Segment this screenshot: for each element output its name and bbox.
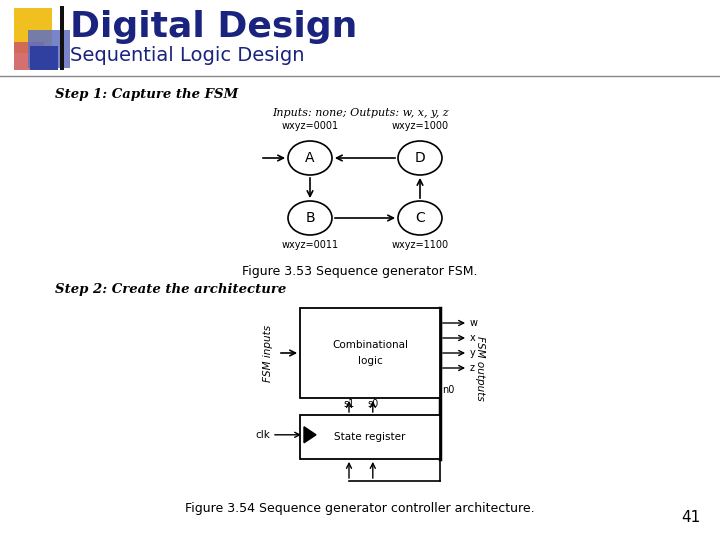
Text: x: x <box>470 333 476 343</box>
Text: Digital Design: Digital Design <box>70 10 357 44</box>
Text: wxyz=1100: wxyz=1100 <box>392 240 449 250</box>
Text: B: B <box>305 211 315 225</box>
Ellipse shape <box>398 201 442 235</box>
Text: Step 2: Create the architecture: Step 2: Create the architecture <box>55 283 287 296</box>
Bar <box>14 42 44 70</box>
Text: 41: 41 <box>680 510 700 525</box>
Text: Figure 3.54 Sequence generator controller architecture.: Figure 3.54 Sequence generator controlle… <box>185 502 535 515</box>
Text: Step 1: Capture the FSM: Step 1: Capture the FSM <box>55 88 238 101</box>
Text: Inputs: none; Outputs: w, x, y, z: Inputs: none; Outputs: w, x, y, z <box>271 108 449 118</box>
Text: State register: State register <box>334 432 405 442</box>
Text: y: y <box>470 348 476 358</box>
Text: Sequential Logic Design: Sequential Logic Design <box>70 46 305 65</box>
Bar <box>300 308 440 398</box>
Text: s1: s1 <box>343 399 355 409</box>
Ellipse shape <box>288 201 332 235</box>
Text: FSM inputs: FSM inputs <box>263 325 273 382</box>
Text: Combinational: Combinational <box>332 340 408 350</box>
Text: D: D <box>415 151 426 165</box>
Bar <box>60 6 64 70</box>
Text: z: z <box>470 363 475 373</box>
Text: w: w <box>470 318 478 328</box>
Text: s0: s0 <box>367 399 379 409</box>
Bar <box>28 30 70 68</box>
Text: Figure 3.53 Sequence generator FSM.: Figure 3.53 Sequence generator FSM. <box>242 265 478 278</box>
Text: logic: logic <box>358 356 382 366</box>
Text: C: C <box>415 211 425 225</box>
Text: A: A <box>305 151 315 165</box>
Text: n0: n0 <box>442 385 454 395</box>
Bar <box>30 46 58 70</box>
Ellipse shape <box>288 141 332 175</box>
Text: wxyz=1000: wxyz=1000 <box>392 121 449 131</box>
Text: wxyz=0001: wxyz=0001 <box>282 121 338 131</box>
Bar <box>300 415 440 459</box>
Text: clk: clk <box>255 430 270 440</box>
Text: wxyz=0011: wxyz=0011 <box>282 240 338 250</box>
Bar <box>14 8 52 53</box>
Text: FSM outputs: FSM outputs <box>475 336 485 400</box>
Ellipse shape <box>398 141 442 175</box>
Polygon shape <box>304 427 316 443</box>
